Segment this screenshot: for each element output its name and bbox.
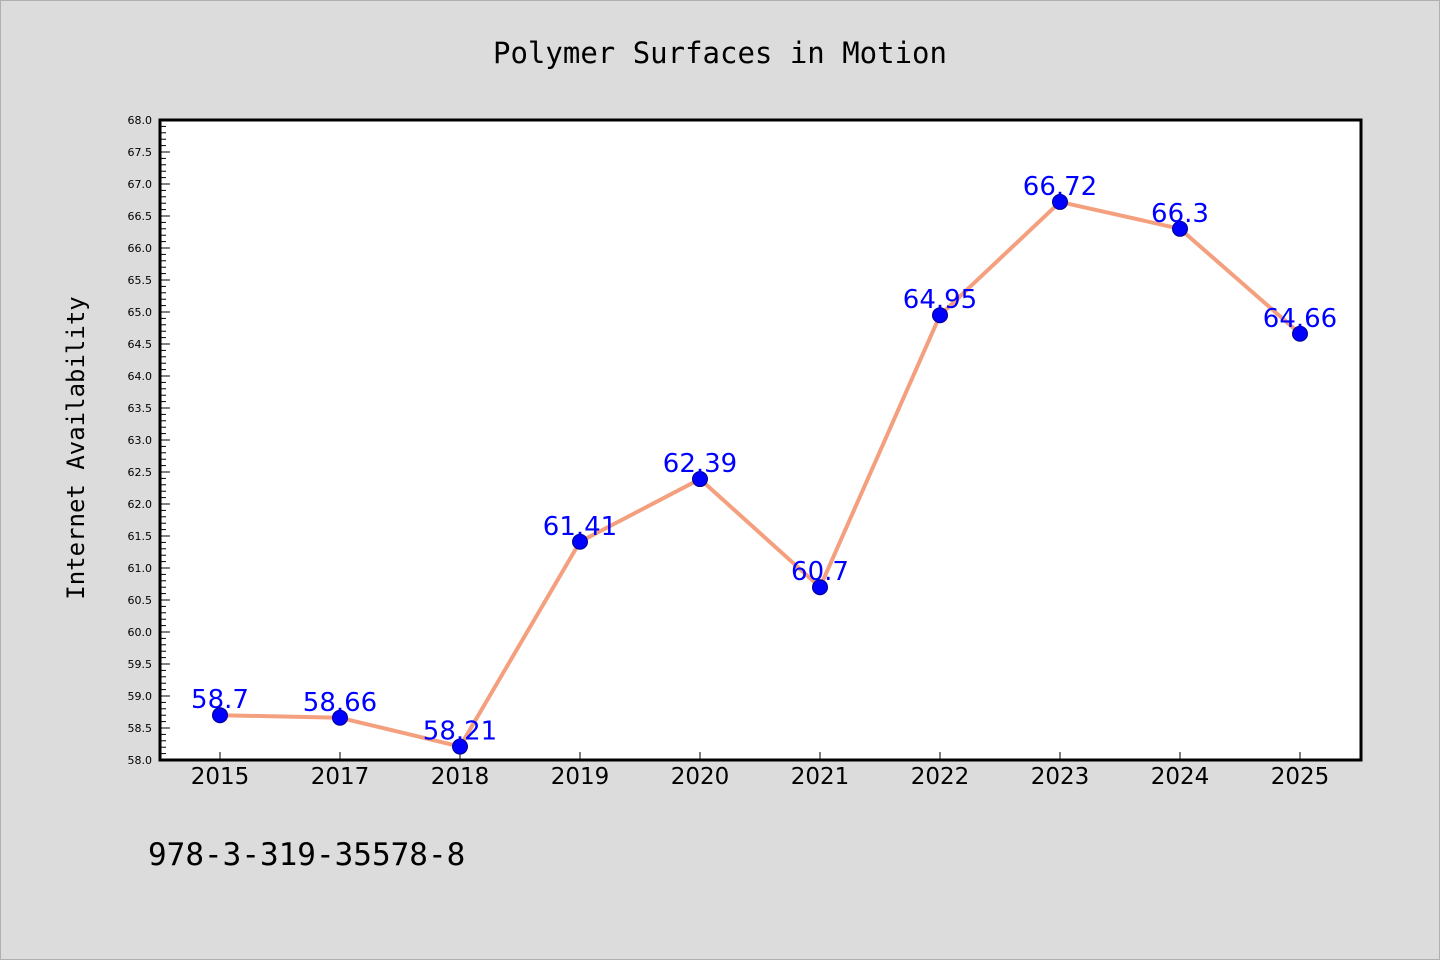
x-tick-label: 2021 (791, 764, 850, 790)
chart-title: Polymer Surfaces in Motion (493, 36, 947, 70)
y-tick-label: 62.5 (128, 466, 153, 479)
y-tick-label: 60.0 (128, 626, 153, 639)
y-tick-label: 59.5 (128, 658, 153, 671)
data-point (1292, 325, 1308, 342)
y-tick-label: 60.5 (128, 594, 153, 607)
data-point (572, 533, 588, 550)
x-tick-label: 2015 (191, 764, 250, 790)
data-label: 66.72 (1023, 172, 1097, 202)
data-point (1172, 220, 1188, 237)
y-tick-label: 63.0 (128, 434, 153, 447)
isbn-footer: 978-3-319-35578-8 (148, 837, 465, 873)
data-point (332, 709, 348, 726)
y-tick-label: 58.5 (128, 722, 153, 735)
y-tick-label: 66.0 (128, 242, 153, 255)
data-label: 58.7 (191, 685, 249, 715)
data-labels: 58.7 58.66 58.21 61.41 62.39 60.7 64.95 66.72 66… (191, 172, 1337, 747)
y-tick-label: 61.5 (128, 530, 153, 543)
plot-area (158, 118, 1363, 762)
x-tick-label: 2025 (1271, 764, 1330, 790)
series-path (219, 199, 1302, 749)
data-label: 64.66 (1263, 304, 1337, 334)
x-tick-label: 2023 (1031, 764, 1090, 790)
data-point (212, 707, 228, 724)
x-axis: 2015 2017 2018 2019 2020 2021 2022 2023 2024 2025 (191, 752, 1330, 790)
x-tick-label: 2024 (1151, 764, 1210, 790)
data-point (1052, 193, 1068, 210)
y-tick-label: 64.0 (128, 370, 153, 383)
y-tick-label: 65.5 (128, 274, 153, 287)
data-point (812, 579, 828, 596)
y-tick-label: 61.0 (128, 562, 153, 575)
y-tick-label: 65.0 (128, 306, 153, 319)
y-tick-label: 59.0 (128, 690, 153, 703)
data-point (932, 307, 948, 324)
data-label: 58.21 (423, 717, 497, 747)
data-point (692, 471, 708, 488)
y-tick-label: 67.0 (128, 178, 153, 191)
y-axis: 58.0 58.5 59.0 59.5 60.0 60.5 61.0 61.5 62.0 62.5… (128, 114, 170, 767)
data-label: 62.39 (663, 449, 737, 479)
data-point (452, 738, 468, 755)
x-tick-label: 2017 (311, 764, 370, 790)
data-label: 61.41 (543, 512, 617, 542)
y-tick-label: 68.0 (128, 114, 153, 127)
y-tick-label: 63.5 (128, 402, 153, 415)
series-line (212, 193, 1308, 755)
y-axis-label: Internet Availability (62, 296, 90, 599)
x-tick-label: 2019 (551, 764, 610, 790)
data-label: 60.7 (791, 557, 849, 587)
y-tick-label: 64.5 (128, 338, 153, 351)
y-tick-label: 58.0 (128, 754, 153, 767)
x-tick-label: 2022 (911, 764, 970, 790)
y-tick-label: 66.5 (128, 210, 153, 223)
x-tick-label: 2018 (431, 764, 490, 790)
data-label: 64.95 (903, 285, 977, 315)
data-label: 58.66 (303, 688, 377, 718)
y-tick-label: 67.5 (128, 146, 153, 159)
data-label: 66.3 (1151, 199, 1209, 229)
y-tick-label: 62.0 (128, 498, 153, 511)
x-tick-label: 2020 (671, 764, 730, 790)
